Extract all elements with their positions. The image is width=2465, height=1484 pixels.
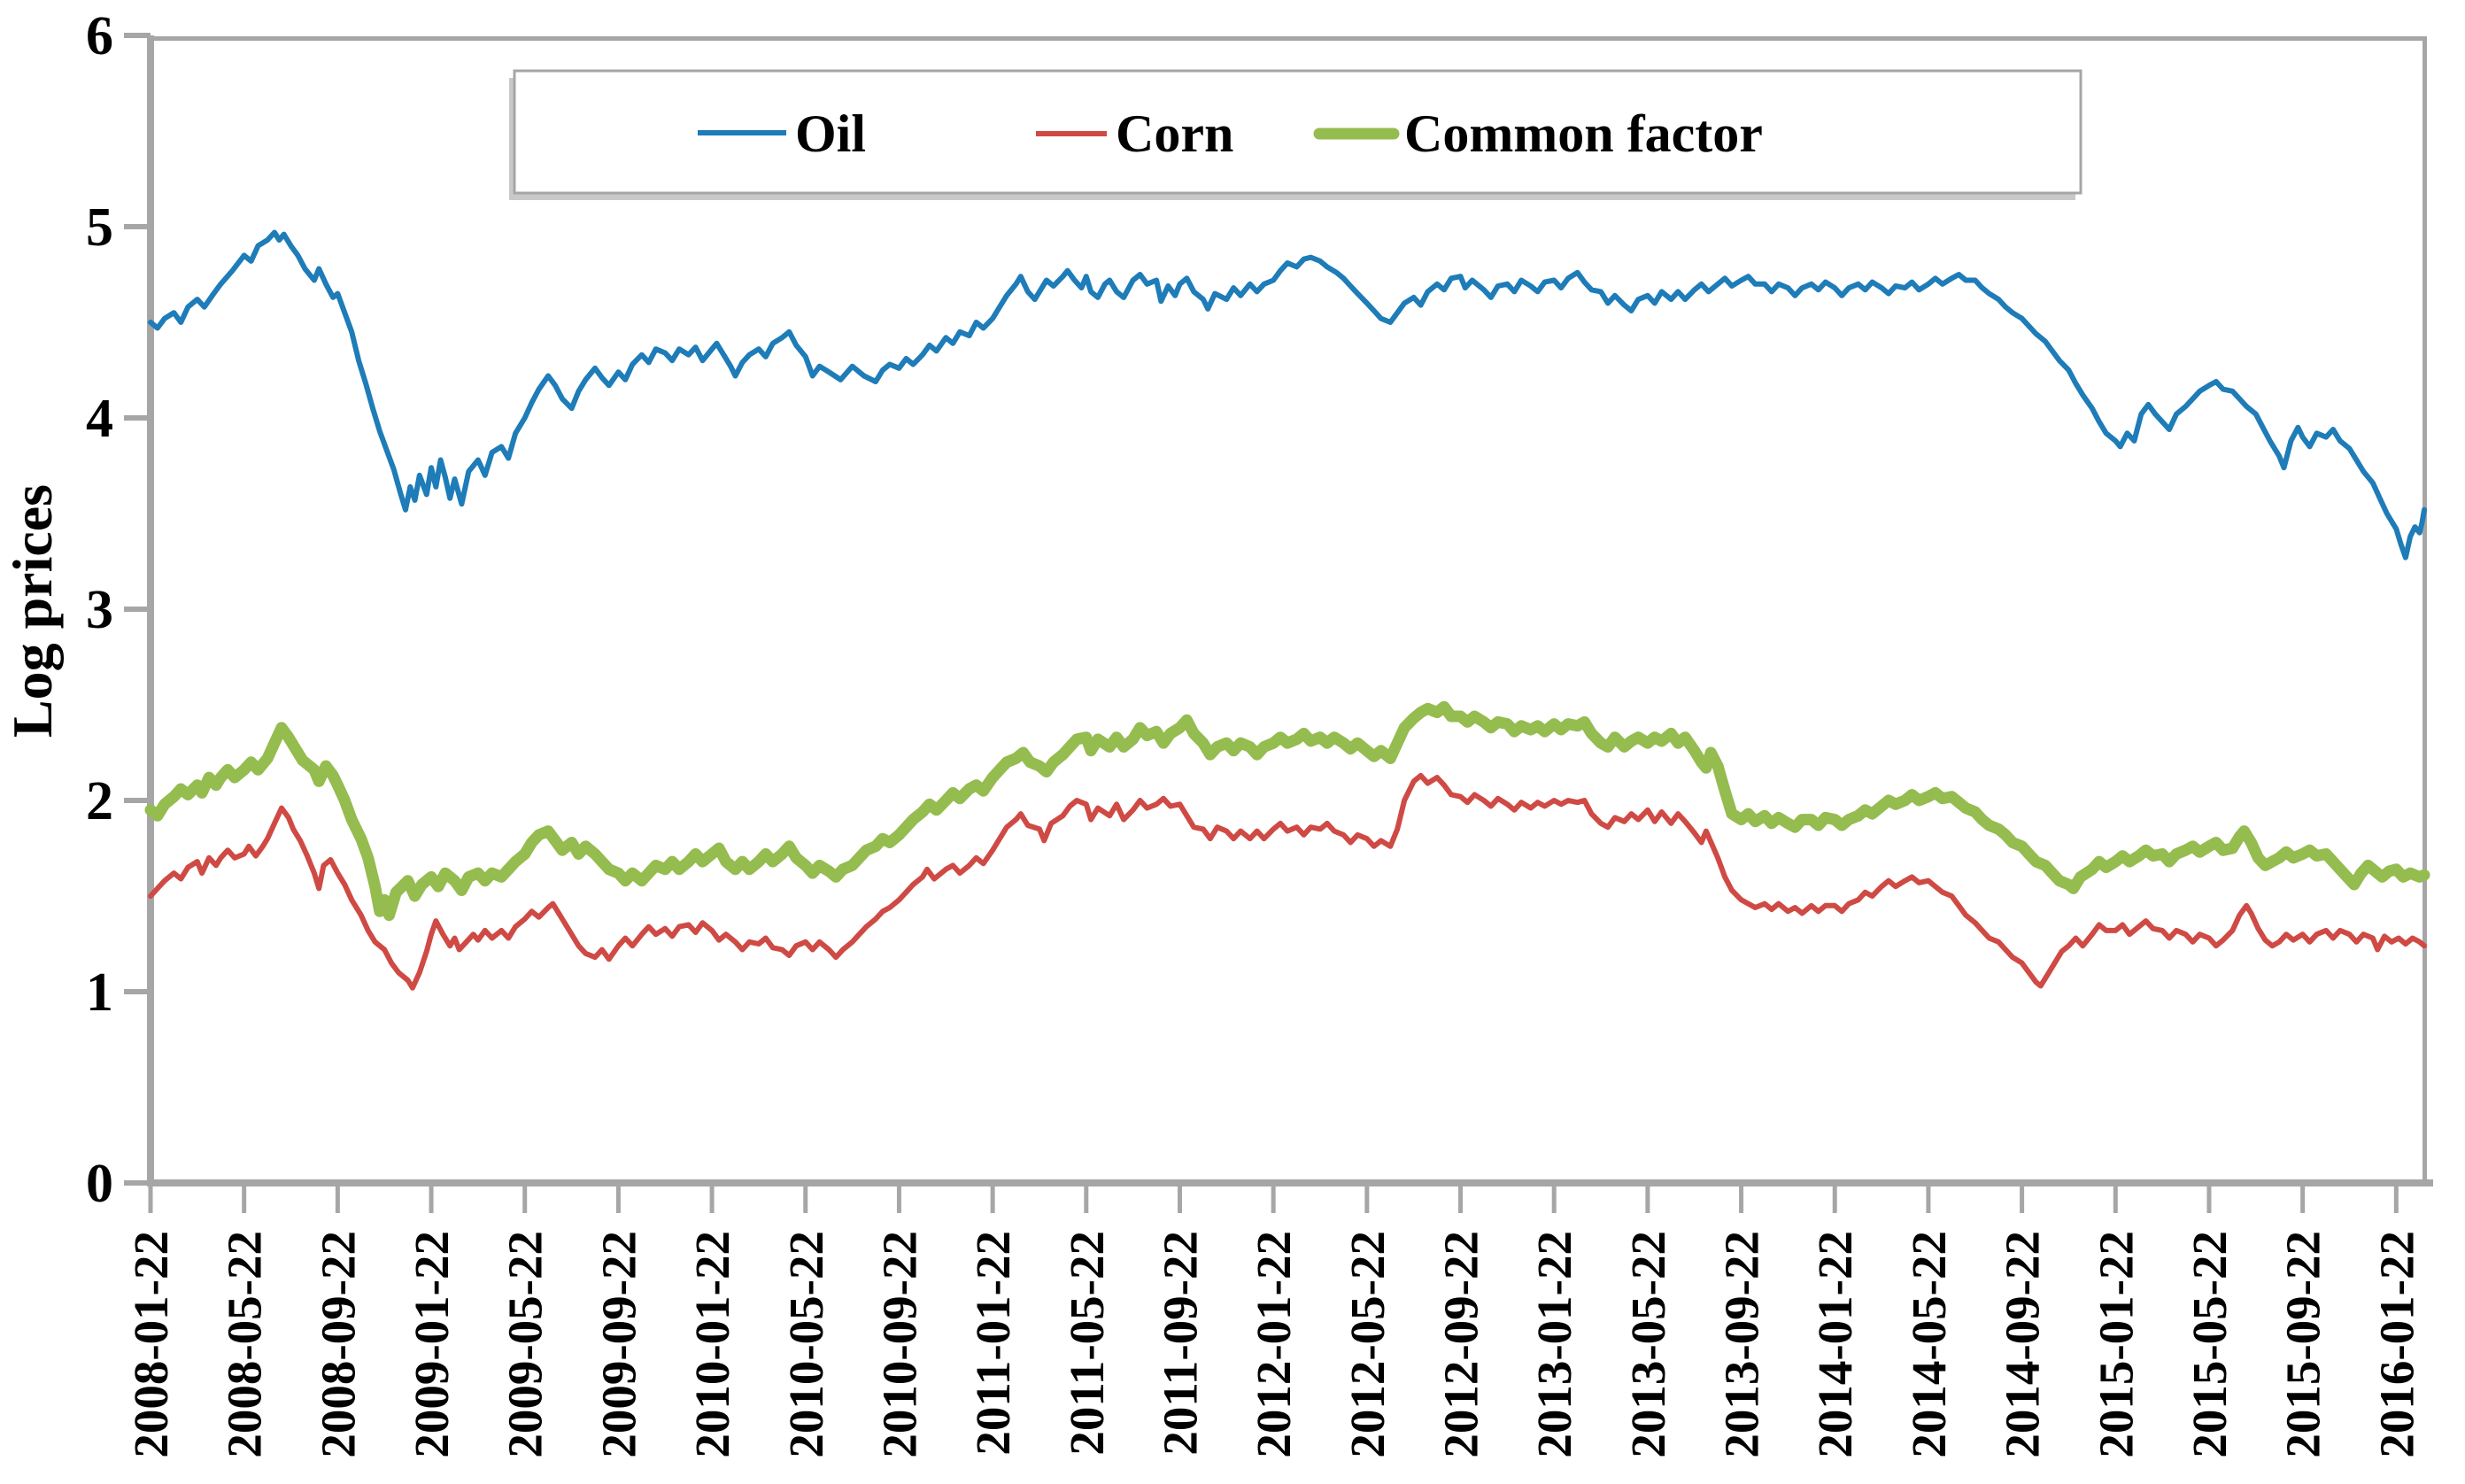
y-tick-label-6: 6 — [86, 6, 113, 66]
x-tick-label-2015-09-22: 2015-09-22 — [2276, 1231, 2330, 1458]
y-axis-ticks — [124, 33, 151, 1186]
legend-item-corn: Corn — [1036, 104, 1233, 163]
y-tick-label-4: 4 — [86, 389, 113, 449]
x-tick-label-2010-01-22: 2010-01-22 — [685, 1231, 739, 1458]
y-tick-label-5: 5 — [86, 197, 113, 258]
x-axis-line — [147, 1179, 2433, 1186]
x-tick-label-2015-01-22: 2015-01-22 — [2089, 1231, 2143, 1458]
series-line-corn — [148, 772, 2427, 991]
x-tick-label-2008-05-22: 2008-05-22 — [218, 1231, 272, 1458]
series-line-common-factor — [144, 700, 2430, 922]
series-lines — [144, 229, 2430, 991]
x-tick-label-2010-05-22: 2010-05-22 — [779, 1231, 833, 1458]
legend-item-common-factor: Common factor — [1313, 104, 1763, 163]
x-tick-label-2009-09-22: 2009-09-22 — [591, 1231, 645, 1458]
plot-borders — [147, 35, 2433, 1186]
x-tick-label-2016-01-22: 2016-01-22 — [2369, 1231, 2423, 1458]
y-tick-label-2: 2 — [86, 771, 113, 831]
plot-right-border — [2422, 36, 2427, 1183]
x-axis-ticks — [148, 1183, 2399, 1213]
x-tick-label-2008-09-22: 2008-09-22 — [311, 1231, 365, 1458]
y-tick-label-0: 0 — [86, 1154, 113, 1214]
x-tick-label-2013-05-22: 2013-05-22 — [1621, 1231, 1675, 1458]
x-tick-label-2013-09-22: 2013-09-22 — [1715, 1231, 1769, 1458]
y-tick-label-1: 1 — [86, 962, 113, 1023]
x-tick-label-2014-05-22: 2014-05-22 — [1902, 1231, 1956, 1458]
x-tick-label-2011-09-22: 2011-09-22 — [1153, 1231, 1207, 1456]
x-tick-label-2009-05-22: 2009-05-22 — [498, 1231, 552, 1458]
legend-label-corn: Corn — [1116, 104, 1233, 163]
x-tick-label-2012-09-22: 2012-09-22 — [1434, 1231, 1488, 1458]
x-tick-label-2012-01-22: 2012-01-22 — [1247, 1231, 1301, 1458]
series-line-oil — [148, 229, 2427, 560]
x-tick-label-2011-05-22: 2011-05-22 — [1060, 1231, 1114, 1456]
y-tick-label-3: 3 — [86, 580, 113, 640]
x-tick-label-2014-01-22: 2014-01-22 — [1808, 1231, 1862, 1458]
x-tick-label-2010-09-22: 2010-09-22 — [872, 1231, 926, 1458]
x-tick-label-2012-05-22: 2012-05-22 — [1341, 1231, 1395, 1458]
x-tick-label-2015-05-22: 2015-05-22 — [2183, 1231, 2237, 1458]
x-tick-label-2013-01-22: 2013-01-22 — [1527, 1231, 1581, 1458]
legend-item-oil: Oil — [698, 104, 866, 163]
x-axis-labels: 2008-01-22 2008-05-22 2008-09-22 2009-01-22… — [124, 1231, 2423, 1458]
x-tick-label-2011-01-22: 2011-01-22 — [966, 1231, 1020, 1456]
plot-top-border — [148, 36, 2426, 41]
y-axis-title: Log prices — [1, 484, 64, 738]
x-tick-label-2008-01-22: 2008-01-22 — [124, 1231, 178, 1458]
legend-label-oil: Oil — [795, 104, 866, 163]
x-tick-label-2009-01-22: 2009-01-22 — [405, 1231, 459, 1458]
legend-label-common-factor: Common factor — [1404, 104, 1763, 163]
y-axis-labels: 0 1 2 3 4 5 6 — [86, 6, 113, 1214]
legend: Oil Corn Common factor — [509, 69, 2082, 200]
x-tick-label-2014-09-22: 2014-09-22 — [1996, 1231, 2050, 1458]
